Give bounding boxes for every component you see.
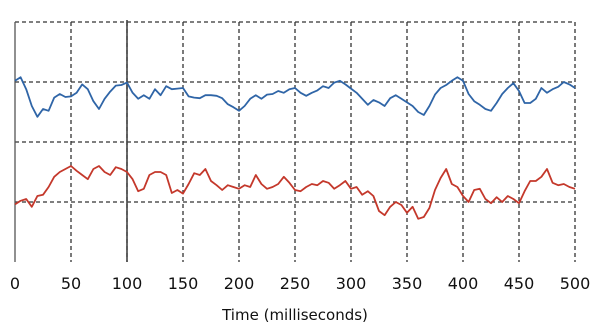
x-axis-title: Time (milliseconds): [221, 306, 368, 324]
x-tick-label: 400: [448, 274, 479, 293]
x-tick-label: 0: [10, 274, 20, 293]
x-tick-label: 50: [61, 274, 81, 293]
series-line-1: [14, 76, 576, 118]
x-tick-label: 350: [392, 274, 423, 293]
x-tick-label: 250: [280, 274, 311, 293]
series-line-2: [14, 165, 576, 220]
x-tick-label: 300: [336, 274, 367, 293]
x-tick-labels: 0 50 100 150 200 250 300 350 400 450 500: [10, 274, 590, 293]
x-tick-label: 450: [504, 274, 535, 293]
series-group: [14, 76, 576, 220]
x-tick-label: 200: [224, 274, 255, 293]
x-tick-label: 500: [560, 274, 591, 293]
x-tick-label: 150: [168, 274, 199, 293]
x-tick-label: 100: [112, 274, 143, 293]
grid: [15, 21, 576, 262]
